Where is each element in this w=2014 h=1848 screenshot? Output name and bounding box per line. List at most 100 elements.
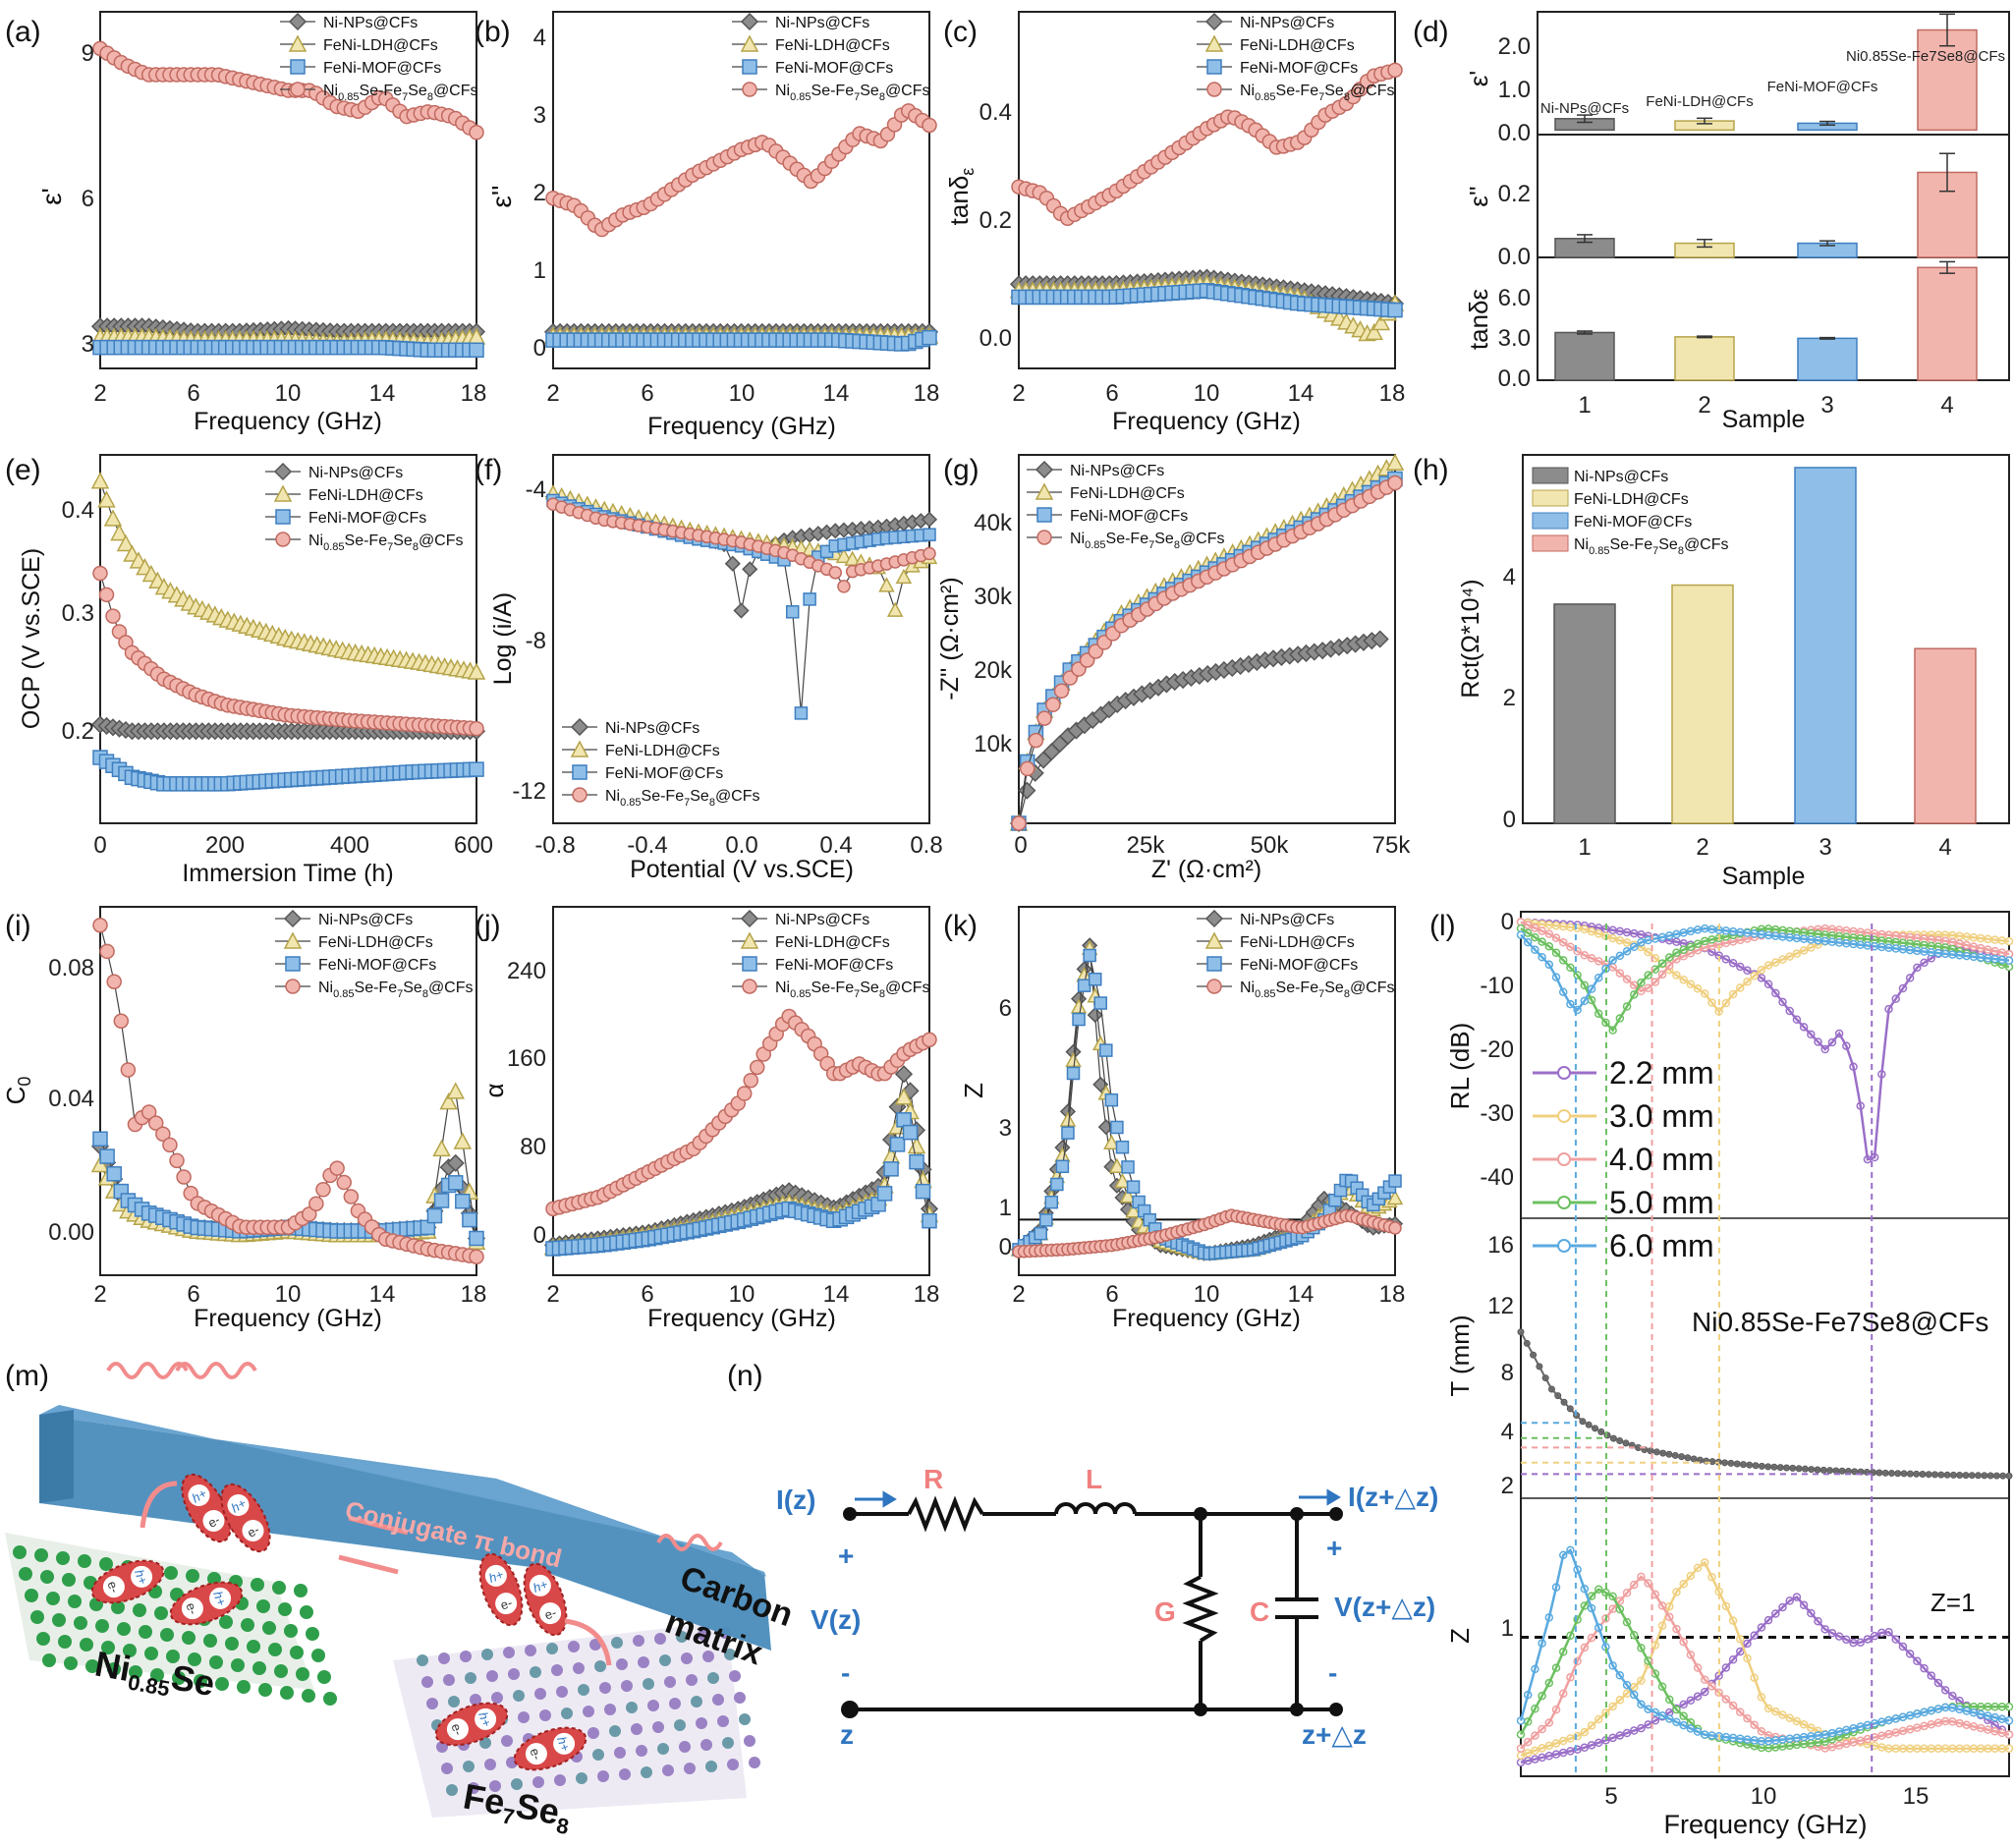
legend-label-part: 0.85 (338, 91, 359, 103)
y-tick-label: 16 (1487, 1232, 1514, 1259)
atom (638, 1656, 649, 1668)
data-point (116, 533, 136, 552)
y-tick-label: 0 (999, 1234, 1012, 1260)
y-tick-label: 3 (82, 331, 94, 358)
label-izdz: I(z+△z) (1348, 1482, 1438, 1512)
data-point (1104, 1092, 1119, 1107)
atom (78, 1554, 91, 1568)
legend-label: Ni0.85Se-Fe7Se8@CFs (323, 83, 478, 103)
y-ticks-l: 0 -10 -20 -30 -40 16 12 8 4 2 1 (1480, 909, 1514, 1642)
data-point (1387, 475, 1403, 491)
atom (696, 1717, 707, 1729)
legend-label: FeNi-LDH@CFs (323, 37, 438, 54)
y-axis-label-a: ε' (36, 188, 67, 205)
legend-label-part: Ni (1240, 83, 1255, 99)
x-tick-label: 0.8 (910, 832, 942, 859)
atom (272, 1581, 286, 1595)
legend-label-part: @CFs (1684, 536, 1729, 553)
legend-label-part: @CFs (885, 83, 930, 99)
legend-label: FeNi-LDH@CFs (308, 487, 423, 504)
plot-frame-e (99, 454, 477, 824)
y-tick-label: -30 (1480, 1100, 1514, 1127)
data-point (92, 918, 108, 933)
x-axis-label-j: Frequency (GHz) (647, 1305, 836, 1332)
data-point (1053, 683, 1070, 700)
legend-label: FeNi-MOF@CFs (1240, 957, 1358, 974)
y-ticks-k: 0 1 3 6 (999, 995, 1012, 1260)
data-point (1050, 1177, 1064, 1192)
data-point (803, 592, 816, 606)
atom (491, 1692, 503, 1704)
legend-label: 5.0 mm (1609, 1185, 1714, 1220)
atom (19, 1567, 32, 1581)
component-labels: R L G C (923, 1464, 1269, 1627)
y-axis-label-sub: 0 (15, 1077, 34, 1087)
x-tick-label: 14 (369, 1281, 396, 1308)
data-point (1039, 1213, 1053, 1227)
legend-label-part: Se-Fe (345, 532, 388, 549)
atom (749, 1757, 760, 1768)
legend-label: 4.0 mm (1609, 1142, 1714, 1177)
plot-frame-f (552, 454, 930, 824)
legend-label-part: Ni (775, 980, 790, 996)
data-point (302, 1206, 317, 1222)
legend-label: FeNi-LDH@CFs (1070, 485, 1185, 502)
terminal (1329, 1703, 1343, 1716)
legend-label-part: @CFs (433, 83, 478, 99)
y-axis-label-f: Log (i/A) (489, 592, 517, 685)
data-point (169, 1152, 185, 1169)
legend-label: Ni-NPs@CFs (318, 912, 413, 928)
data-point (922, 1032, 937, 1047)
series-group-j (543, 1008, 939, 1257)
panel-label-f: (f) (475, 454, 502, 486)
resistor-g (1182, 1575, 1219, 1643)
x-ticks-d: 1 2 3 4 (1578, 392, 1953, 419)
legend-label: Ni-NPs@CFs (308, 465, 403, 481)
atom (448, 1696, 460, 1708)
data-point (1019, 760, 1035, 777)
y-tick-label: 20k (974, 657, 1013, 684)
legend-marker (742, 82, 757, 97)
data-point (446, 1082, 465, 1099)
atom (215, 1677, 229, 1691)
legend-c: Ni-NPs@CFs FeNi-LDH@CFs FeNi-MOF@CFs Ni0.85… (1197, 12, 1395, 103)
x-tick-label: 10 (1751, 1783, 1777, 1810)
x-tick-label: 18 (461, 1281, 487, 1308)
atom (133, 1603, 146, 1617)
bar-label: Ni-NPs@CFs (1540, 100, 1629, 117)
circuit-n: R L G C I(z) I(z+△z) V(z) V(z+△z) z z+△z… (776, 1464, 1438, 1750)
y-tick-label: 0.2 (979, 207, 1012, 234)
atom (534, 1688, 546, 1700)
wave-icon (106, 1362, 189, 1379)
x-axis-label-k: Frequency (GHz) (1112, 1305, 1301, 1332)
chart-k: 2 6 10 14 18 0 1 3 6 Frequency (GHz) Z (959, 906, 1405, 1332)
legend-marker (740, 12, 759, 31)
data-point (907, 1136, 926, 1154)
chart-h: Ni-NPs@CFs FeNi-LDH@CFs FeNi-MOF@CFs Ni0.85… (1457, 454, 2010, 890)
panel-label-c: (c) (943, 16, 978, 48)
legend-h: Ni-NPs@CFs FeNi-LDH@CFs FeNi-MOF@CFs Ni0.85… (1532, 467, 1729, 557)
data-point (915, 1183, 931, 1200)
legend-label: FeNi-MOF@CFs (775, 60, 893, 77)
panel-label-j: (j) (475, 910, 501, 942)
atom (744, 1735, 755, 1747)
z-series (1516, 1545, 2014, 1746)
x-axis-label-g: Z' (Ω·cm²) (1151, 856, 1261, 883)
data-point (467, 662, 486, 680)
data-point (1011, 815, 1027, 831)
label-iz: I(z) (776, 1484, 815, 1515)
atom (252, 1661, 266, 1675)
resistor-r (907, 1495, 984, 1533)
atom (160, 1628, 174, 1642)
plot-frame-g (1018, 454, 1396, 824)
legend-i: Ni-NPs@CFs FeNi-LDH@CFs FeNi-MOF@CFs Ni0.85… (275, 909, 474, 1000)
series-FeNi-MOF@CFs (1011, 283, 1403, 318)
legend-label-part: Ni (1574, 536, 1589, 553)
legend-g: Ni-NPs@CFs FeNi-LDH@CFs FeNi-MOF@CFs Ni0.85… (1027, 460, 1225, 551)
minus-left: - (841, 1657, 850, 1688)
x-tick-label: 14 (823, 380, 850, 407)
atom (438, 1652, 450, 1664)
atom (647, 1700, 659, 1711)
legend-label-part: Se (690, 788, 709, 805)
legend-marker (273, 462, 293, 481)
